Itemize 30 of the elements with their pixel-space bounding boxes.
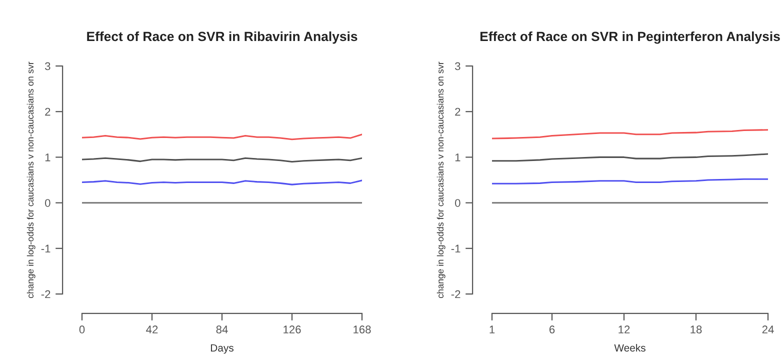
- y-axis-title: change in log-odds for caucasians v non-caucasians on svr: [436, 62, 446, 298]
- y-tick-label: -1: [41, 244, 50, 252]
- y-tick-label: -2: [451, 290, 460, 298]
- x-tick-label: 12: [618, 326, 630, 334]
- y-tick-label: 2: [45, 108, 50, 116]
- x-tick-label: 84: [216, 326, 228, 334]
- y-tick-label: 1: [45, 154, 50, 162]
- line-series: [492, 153, 768, 162]
- y-tick-label: -1: [451, 244, 460, 252]
- y-tick-label: 2: [455, 108, 460, 116]
- x-tick-label: 168: [354, 326, 371, 334]
- x-tick-label: 6: [549, 326, 555, 334]
- x-tick-label: 126: [284, 326, 301, 334]
- x-tick-label: 24: [762, 326, 774, 334]
- y-tick-label: -2: [41, 290, 50, 298]
- line-series: [492, 129, 768, 140]
- x-tick-label: 18: [690, 326, 702, 334]
- y-axis-title: change in log-odds for caucasians v non-caucasians on svr: [26, 62, 36, 298]
- chart-title: Effect of Race on SVR in Ribavirin Analysis: [87, 31, 358, 44]
- x-tick-label: 42: [146, 326, 158, 334]
- x-tick-label: 0: [79, 326, 85, 334]
- chart-title: Effect of Race on SVR in Peginterferon Analysis: [480, 31, 780, 44]
- y-tick-label: 0: [45, 199, 50, 207]
- y-tick-label: 1: [455, 154, 460, 162]
- y-tick-label: 3: [44, 62, 50, 70]
- x-axis-title: Weeks: [614, 344, 646, 352]
- y-tick-label: 0: [455, 199, 460, 207]
- x-tick-label: 1: [490, 326, 495, 334]
- x-axis-title: Days: [210, 344, 234, 354]
- y-tick-label: 3: [454, 62, 460, 70]
